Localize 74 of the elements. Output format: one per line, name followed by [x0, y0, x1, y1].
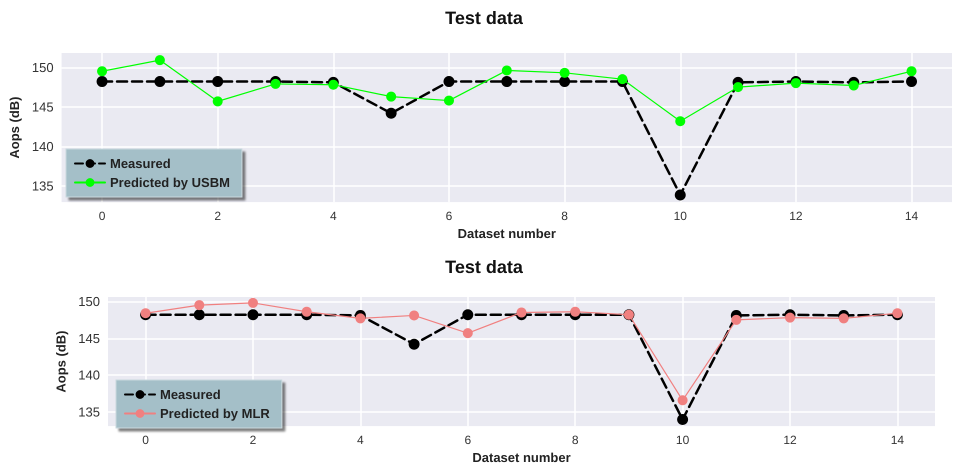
point — [731, 314, 742, 325]
x-tick-label: 0 — [142, 433, 150, 448]
point — [785, 312, 796, 323]
x-axis-title: Dataset number — [458, 226, 556, 241]
y-tick-label: 150 — [78, 294, 100, 309]
y-tick-label: 135 — [32, 178, 54, 194]
x-tick-label: 12 — [783, 433, 797, 448]
y-tick-label: 145 — [78, 330, 100, 346]
x-tick-label: 14 — [904, 209, 919, 224]
x-tick-label: 0 — [98, 209, 106, 224]
point — [617, 74, 628, 84]
point — [154, 76, 166, 88]
point — [501, 76, 512, 88]
point — [559, 76, 570, 88]
y-tick-label: 140 — [78, 368, 100, 383]
point — [570, 306, 580, 317]
x-tick-label: 10 — [674, 209, 688, 224]
point — [212, 96, 223, 106]
x-tick-label: 6 — [446, 209, 453, 224]
x-tick-label: 6 — [464, 433, 472, 448]
y-axis-title: Aops (dB) — [53, 330, 68, 393]
point — [906, 66, 917, 76]
y-tick-label: 135 — [78, 404, 100, 420]
point — [444, 96, 454, 106]
point — [328, 80, 338, 90]
x-axis-title: Dataset number — [472, 450, 571, 465]
x-tick-label: 14 — [890, 433, 904, 448]
legend-label: Predicted by USBM — [110, 175, 230, 190]
x-tick-label: 8 — [572, 433, 579, 448]
x-tick-label: 2 — [250, 433, 257, 448]
y-tick-label: 150 — [32, 60, 54, 75]
point — [248, 309, 258, 320]
point — [675, 116, 686, 126]
chart-title: Test data — [445, 257, 524, 277]
point — [270, 78, 281, 89]
y-axis-title: Aops (dB) — [7, 96, 22, 159]
x-tick-label: 2 — [214, 209, 222, 224]
point — [733, 82, 744, 92]
point — [212, 76, 224, 88]
point — [462, 309, 474, 320]
point — [154, 55, 165, 66]
x-tick-label: 4 — [357, 433, 364, 448]
point — [462, 328, 473, 338]
legend-label: Measured — [160, 387, 221, 402]
point — [355, 313, 366, 324]
point — [97, 66, 108, 76]
x-tick-label: 12 — [789, 209, 803, 224]
chart-title: Test data — [445, 8, 524, 28]
point — [194, 309, 205, 320]
y-tick-label: 140 — [32, 139, 54, 154]
x-tick-label: 8 — [561, 209, 568, 224]
point — [516, 307, 526, 318]
point — [443, 76, 454, 88]
point — [302, 306, 312, 317]
point — [248, 298, 258, 308]
x-tick-label: 10 — [676, 433, 690, 448]
point — [96, 76, 108, 88]
point — [409, 310, 420, 320]
legend-label: Predicted by MLR — [160, 406, 270, 421]
point — [678, 395, 688, 406]
legend-label: Measured — [110, 156, 171, 171]
point — [848, 80, 859, 91]
point — [677, 414, 688, 425]
y-tick-label: 145 — [32, 99, 54, 114]
point — [386, 108, 397, 119]
point — [838, 313, 849, 324]
point — [408, 338, 420, 350]
point — [502, 65, 512, 76]
point — [194, 300, 204, 310]
point — [386, 92, 396, 102]
point — [560, 68, 570, 78]
point — [674, 189, 686, 200]
x-tick-label: 4 — [330, 209, 337, 224]
point — [906, 76, 918, 88]
